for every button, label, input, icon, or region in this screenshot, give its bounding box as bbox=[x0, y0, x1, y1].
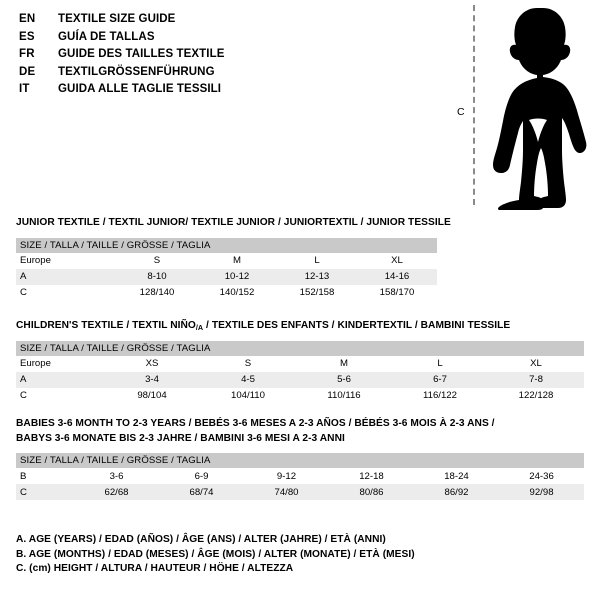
table-band-row: SIZE / TALLA / TAILLE / GRÖSSE / TAGLIA bbox=[16, 237, 437, 253]
cell: 104/110 bbox=[200, 387, 296, 404]
legend-line-b: B. AGE (MONTHS) / EDAD (MESES) / ÂGE (MO… bbox=[16, 548, 415, 560]
language-code: EN bbox=[19, 13, 36, 25]
cell: 140/152 bbox=[197, 284, 277, 301]
size-band-label: SIZE / TALLA / TAILLE / GRÖSSE / TAGLIA bbox=[16, 453, 585, 468]
language-code: IT bbox=[19, 83, 30, 96]
cell: L bbox=[392, 355, 488, 372]
row-label: C bbox=[16, 387, 104, 404]
cell: XL bbox=[357, 252, 437, 269]
language-title: TEXTILGRÖSSENFÜHRUNG bbox=[58, 65, 215, 78]
height-illustration: C bbox=[440, 0, 600, 212]
cell: 98/104 bbox=[104, 387, 200, 404]
row-label: A bbox=[16, 371, 104, 388]
language-row: IT GUIDA ALLE TAGLIE TESSILI bbox=[19, 83, 419, 101]
language-code: ES bbox=[19, 30, 35, 43]
section-title-line1: BABIES 3-6 MONTH TO 2-3 YEARS / BEBÉS 3-… bbox=[16, 418, 495, 429]
cell: 3-4 bbox=[104, 371, 200, 388]
row-label: Europe bbox=[16, 355, 104, 372]
cell: XS bbox=[104, 355, 200, 372]
table-row: C 62/68 68/74 74/80 80/86 86/92 92/98 bbox=[16, 484, 585, 500]
row-label: C bbox=[16, 284, 117, 301]
cell: L bbox=[277, 252, 357, 269]
size-band-label: SIZE / TALLA / TAILLE / GRÖSSE / TAGLIA bbox=[16, 237, 437, 253]
language-title: GUIDA ALLE TAGLIE TESSILI bbox=[58, 83, 222, 96]
section-title: CHILDREN'S TEXTILE / TEXTIL NIÑO/A / TEX… bbox=[16, 319, 584, 334]
section-title-line2: BABYS 3-6 MONATE BIS 2-3 JAHRE / BAMBINI… bbox=[16, 432, 345, 444]
section-title-main: CHILDREN'S TEXTILE / TEXTIL NIÑO bbox=[16, 320, 196, 331]
cell: 74/80 bbox=[244, 484, 329, 500]
table-band-row: SIZE / TALLA / TAILLE / GRÖSSE / TAGLIA bbox=[16, 453, 585, 468]
table-row: A 8-10 10-12 12-13 14-16 bbox=[16, 268, 437, 285]
language-row: ES GUÍA DE TALLAS bbox=[19, 31, 419, 49]
babies-size-table: SIZE / TALLA / TAILLE / GRÖSSE / TAGLIA … bbox=[16, 453, 585, 500]
toddler-silhouette-icon bbox=[493, 8, 587, 210]
cell: 80/86 bbox=[329, 484, 414, 500]
section-children-textile: CHILDREN'S TEXTILE / TEXTIL NIÑO/A / TEX… bbox=[16, 319, 584, 404]
row-label: Europe bbox=[16, 252, 117, 269]
cell: S bbox=[117, 252, 197, 269]
table-band-row: SIZE / TALLA / TAILLE / GRÖSSE / TAGLIA bbox=[16, 340, 584, 356]
cell: 62/68 bbox=[74, 484, 159, 500]
cell: 68/74 bbox=[159, 484, 244, 500]
cell: 7-8 bbox=[488, 371, 584, 388]
height-dashed-line bbox=[473, 5, 475, 205]
cell: 116/122 bbox=[392, 387, 488, 404]
cell: XL bbox=[488, 355, 584, 372]
row-label: B bbox=[16, 468, 74, 484]
cell: M bbox=[197, 252, 277, 269]
cell: 14-16 bbox=[357, 268, 437, 285]
row-label: C bbox=[16, 484, 74, 500]
cell: 110/116 bbox=[296, 387, 392, 404]
cell: 18-24 bbox=[414, 468, 499, 484]
cell: 152/158 bbox=[277, 284, 357, 301]
language-code: DE bbox=[19, 65, 36, 78]
table-row: B 3-6 6-9 9-12 12-18 18-24 24-36 bbox=[16, 468, 585, 484]
cell: 24-36 bbox=[499, 468, 585, 484]
cell: 6-9 bbox=[159, 468, 244, 484]
height-measure-label: C bbox=[457, 106, 465, 118]
language-title: GUIDE DES TAILLES TEXTILE bbox=[58, 48, 225, 61]
language-title-block: EN TEXTILE SIZE GUIDE ES GUÍA DE TALLAS … bbox=[19, 13, 419, 101]
cell: S bbox=[200, 355, 296, 372]
language-title: TEXTILE SIZE GUIDE bbox=[58, 13, 176, 25]
section-junior-textile: JUNIOR TEXTILE / TEXTIL JUNIOR/ TEXTILE … bbox=[16, 216, 451, 301]
language-row: FR GUIDE DES TAILLES TEXTILE bbox=[19, 48, 419, 66]
language-row: EN TEXTILE SIZE GUIDE bbox=[19, 13, 419, 31]
table-row: A 3-4 4-5 5-6 6-7 7-8 bbox=[16, 371, 584, 388]
cell: 8-10 bbox=[117, 268, 197, 285]
junior-size-table: SIZE / TALLA / TAILLE / GRÖSSE / TAGLIA … bbox=[16, 237, 437, 301]
cell: 5-6 bbox=[296, 371, 392, 388]
legend-block: A. AGE (YEARS) / EDAD (AÑOS) / ÂGE (ANS)… bbox=[16, 533, 586, 577]
cell: 92/98 bbox=[499, 484, 585, 500]
cell: 4-5 bbox=[200, 371, 296, 388]
cell: M bbox=[296, 355, 392, 372]
cell: 158/170 bbox=[357, 284, 437, 301]
section-title: JUNIOR TEXTILE / TEXTIL JUNIOR/ TEXTILE … bbox=[16, 217, 451, 228]
cell: 86/92 bbox=[414, 484, 499, 500]
size-band-label: SIZE / TALLA / TAILLE / GRÖSSE / TAGLIA bbox=[16, 340, 584, 356]
section-title-subscript: /A bbox=[195, 323, 204, 332]
cell: 10-12 bbox=[197, 268, 277, 285]
table-row: C 128/140 140/152 152/158 158/170 bbox=[16, 284, 437, 301]
language-row: DE TEXTILGRÖSSENFÜHRUNG bbox=[19, 66, 419, 84]
table-row: C 98/104 104/110 110/116 116/122 122/128 bbox=[16, 387, 584, 404]
cell: 128/140 bbox=[117, 284, 197, 301]
cell: 12-18 bbox=[329, 468, 414, 484]
legend-line-c: C. (cm) HEIGHT / ALTURA / HAUTEUR / HÖHE… bbox=[16, 563, 294, 574]
legend-line-a: A. AGE (YEARS) / EDAD (AÑOS) / ÂGE (ANS)… bbox=[16, 534, 386, 545]
section-title-rest: / TEXTILE DES ENFANTS / KINDERTEXTIL / B… bbox=[203, 320, 511, 331]
language-title: GUÍA DE TALLAS bbox=[58, 30, 155, 43]
cell: 3-6 bbox=[74, 468, 159, 484]
section-babies-textile: BABIES 3-6 MONTH TO 2-3 YEARS / BEBÉS 3-… bbox=[16, 417, 585, 500]
table-row: Europe XS S M L XL bbox=[16, 355, 584, 372]
language-code: FR bbox=[19, 48, 35, 61]
cell: 12-13 bbox=[277, 268, 357, 285]
children-size-table: SIZE / TALLA / TAILLE / GRÖSSE / TAGLIA … bbox=[16, 340, 584, 404]
table-row: Europe S M L XL bbox=[16, 252, 437, 269]
cell: 122/128 bbox=[488, 387, 584, 404]
row-label: A bbox=[16, 268, 117, 285]
cell: 9-12 bbox=[244, 468, 329, 484]
cell: 6-7 bbox=[392, 371, 488, 388]
